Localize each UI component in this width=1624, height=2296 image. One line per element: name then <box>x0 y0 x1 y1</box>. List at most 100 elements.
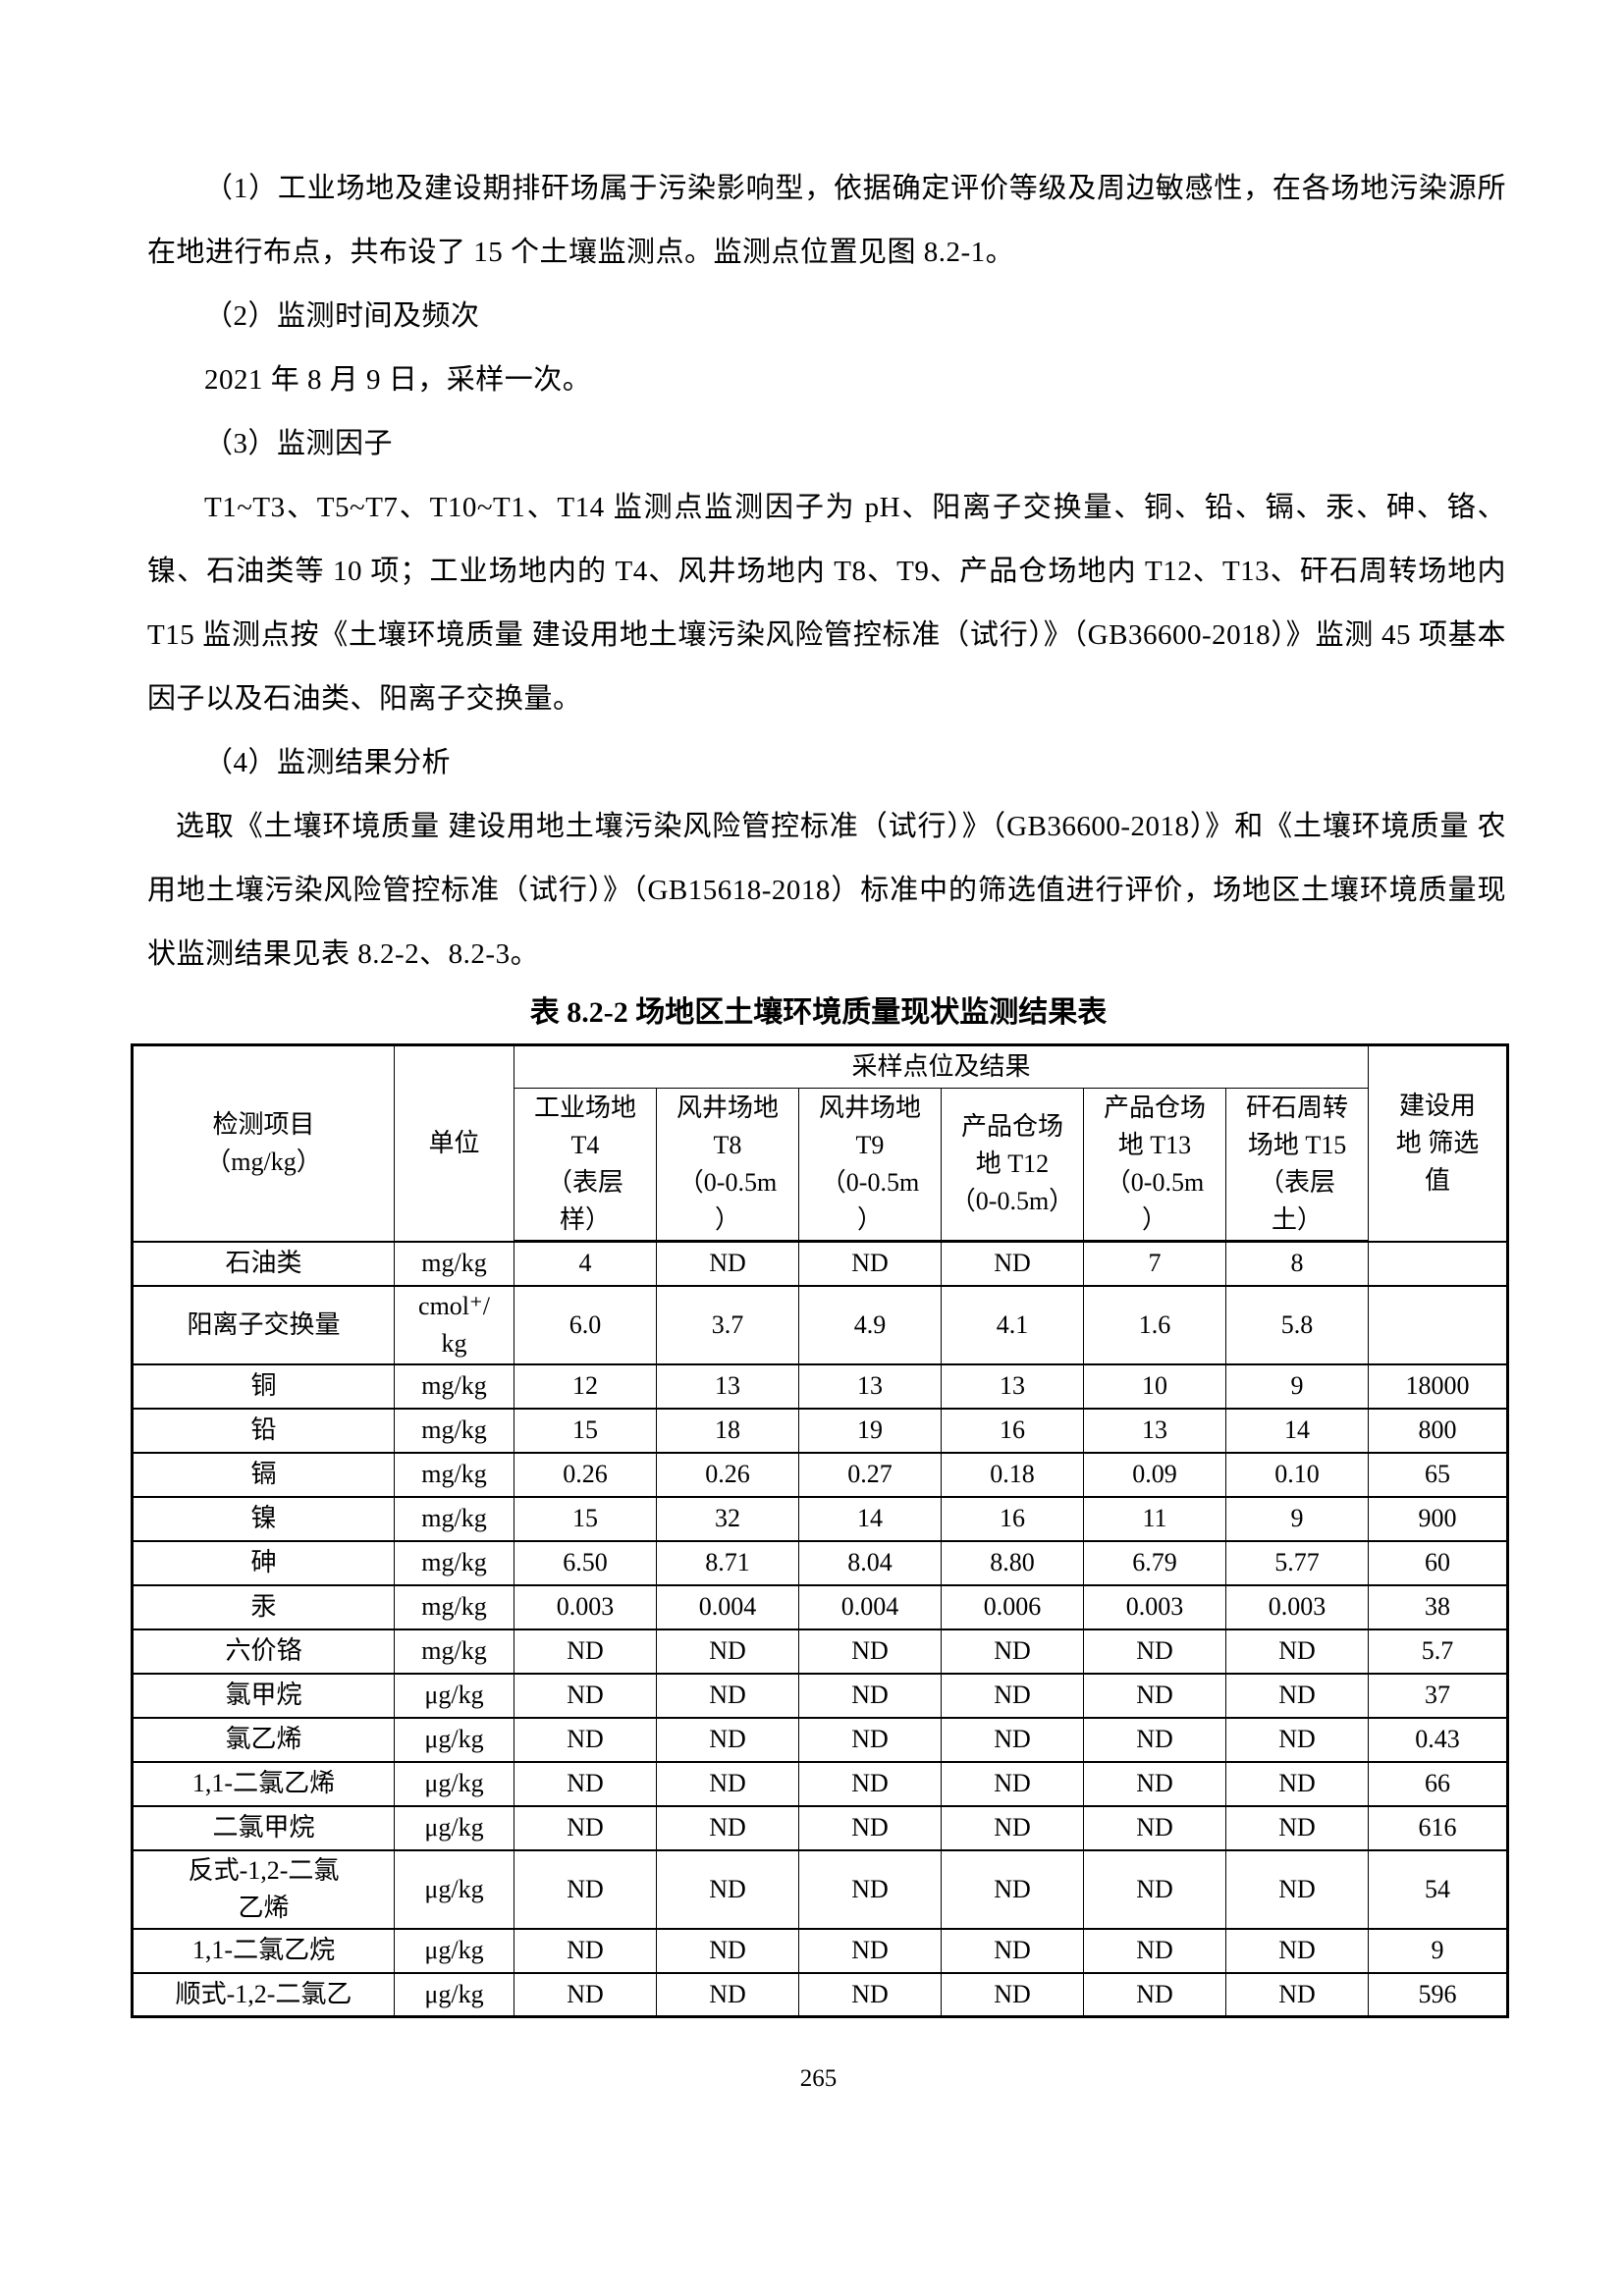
value-cell: 1.6 <box>1083 1284 1226 1365</box>
unit-cell: mg/kg <box>394 1362 514 1410</box>
value-cell: ND <box>941 1848 1084 1930</box>
parameter-name-cell: 铅 <box>132 1407 395 1454</box>
table-body: 石油类 mg/kg 4 ND ND ND 7 8 阳离子交换量 cmol⁺/ kg 6.0 3.7 4.… <box>132 1240 1509 2018</box>
parameter-name-cell: 镉 <box>132 1451 395 1498</box>
value-cell: ND <box>514 1716 657 1763</box>
table-row: 镉 mg/kg 0.26 0.26 0.27 0.18 0.09 0.10 65 <box>132 1451 1509 1498</box>
value-cell: 13 <box>941 1362 1084 1410</box>
parameter-name-cell: 氯乙烯 <box>132 1716 395 1763</box>
value-cell: 13 <box>798 1362 942 1410</box>
value-cell: ND <box>941 1971 1084 2018</box>
screening-value-cell <box>1368 1284 1509 1365</box>
value-cell: ND <box>514 1848 657 1930</box>
paragraph-sampling-date: 2021 年 8 月 9 日，采样一次。 <box>204 364 592 396</box>
value-cell: ND <box>941 1804 1084 1851</box>
value-cell: 3.7 <box>656 1284 799 1365</box>
unit-cell: μg/kg <box>394 1760 514 1807</box>
value-cell: 32 <box>656 1495 799 1542</box>
table-row: 二氯甲烷 μg/kg ND ND ND ND ND ND 616 <box>132 1804 1509 1851</box>
value-cell: 9 <box>1224 1495 1370 1542</box>
value-cell: ND <box>656 1240 799 1287</box>
screening-value-cell: 900 <box>1368 1495 1509 1542</box>
value-cell: ND <box>1083 1628 1226 1675</box>
table-row: 1,1-二氯乙烯 μg/kg ND ND ND ND ND ND 66 <box>132 1760 1509 1807</box>
value-cell: ND <box>1224 1628 1370 1675</box>
value-cell: 8.71 <box>656 1539 799 1586</box>
parameter-name-cell: 1,1-二氯乙烷 <box>132 1927 395 1974</box>
parameter-name-cell: 氯甲烷 <box>132 1672 395 1719</box>
value-cell: 14 <box>1224 1407 1370 1454</box>
table-row: 铅 mg/kg 15 18 19 16 13 14 800 <box>132 1407 1509 1454</box>
unit-cell: μg/kg <box>394 1716 514 1763</box>
unit-cell: μg/kg <box>394 1804 514 1851</box>
screening-value-cell: 18000 <box>1368 1362 1509 1410</box>
value-cell: 15 <box>514 1407 657 1454</box>
value-cell: 6.50 <box>514 1539 657 1586</box>
soil-monitoring-results-table: 检测项目 （mg/kg） 单位 采样点位及结果 建设用 地 筛选 值 工业场地 … <box>131 1043 1510 2018</box>
value-cell: 0.004 <box>656 1583 799 1630</box>
screening-value-cell: 596 <box>1368 1971 1509 2018</box>
screening-value-cell: 800 <box>1368 1407 1509 1454</box>
value-cell: 16 <box>941 1495 1084 1542</box>
value-cell: ND <box>941 1628 1084 1675</box>
value-cell: 11 <box>1083 1495 1226 1542</box>
paragraph-standards: 选取《土壤环境质量 建设用地土壤污染风险管控标准（试行）》（GB36600-20… <box>147 811 1506 970</box>
table-header: 检测项目 （mg/kg） 单位 采样点位及结果 建设用 地 筛选 值 工业场地 … <box>132 1044 1509 1243</box>
value-cell: 0.26 <box>514 1451 657 1498</box>
value-cell: ND <box>1083 1848 1226 1930</box>
value-cell: ND <box>656 1760 799 1807</box>
unit-cell: mg/kg <box>394 1451 514 1498</box>
unit-cell: μg/kg <box>394 1848 514 1930</box>
unit-cell: mg/kg <box>394 1539 514 1586</box>
value-cell: ND <box>1083 1804 1226 1851</box>
table-row: 汞 mg/kg 0.003 0.004 0.004 0.006 0.003 0.003 38 <box>132 1583 1509 1630</box>
value-cell: 4.9 <box>798 1284 942 1365</box>
parameter-name-cell: 石油类 <box>132 1240 395 1287</box>
unit-cell: cmol⁺/ kg <box>394 1284 514 1365</box>
screening-value-cell: 60 <box>1368 1539 1509 1586</box>
header-sampling-group: 采样点位及结果 <box>513 1044 1370 1089</box>
value-cell: ND <box>798 1240 942 1287</box>
paragraph-monitoring-points: （1）工业场地及建设期排矸场属于污染影响型，依据确定评价等级及周边敏感性，在各场… <box>147 173 1506 268</box>
parameter-name-cell: 顺式-1,2-二氯乙 <box>132 1971 395 2018</box>
paragraph-heading-result-analysis: （4）监测结果分析 <box>204 747 452 778</box>
value-cell: ND <box>1083 1971 1226 2018</box>
parameter-name-cell: 六价铬 <box>132 1628 395 1675</box>
table-row: 反式-1,2-二氯 乙烯 μg/kg ND ND ND ND ND ND 54 <box>132 1848 1509 1930</box>
unit-cell: mg/kg <box>394 1583 514 1630</box>
value-cell: ND <box>656 1628 799 1675</box>
value-cell: 13 <box>1083 1407 1226 1454</box>
value-cell: ND <box>1224 1971 1370 2018</box>
header-screening-column: 建设用 地 筛选 值 <box>1368 1044 1509 1242</box>
value-cell: ND <box>656 1971 799 2018</box>
value-cell: ND <box>656 1804 799 1851</box>
value-cell: 9 <box>1224 1362 1370 1410</box>
value-cell: ND <box>941 1927 1084 1974</box>
header-sample-t9: 风井场地 T9 （0-0.5m ） <box>798 1088 942 1243</box>
paragraph-heading-time-frequency: （2）监测时间及频次 <box>204 300 480 332</box>
value-cell: ND <box>798 1971 942 2018</box>
value-cell: ND <box>1083 1672 1226 1719</box>
value-cell: ND <box>798 1848 942 1930</box>
value-cell: 0.10 <box>1224 1451 1370 1498</box>
paragraph-monitoring-factors: T1~T3、T5~T7、T10~T1、T14 监测点监测因子为 pH、阳离子交换… <box>147 492 1506 715</box>
value-cell: ND <box>514 1760 657 1807</box>
unit-cell: mg/kg <box>394 1407 514 1454</box>
parameter-name-cell: 反式-1,2-二氯 乙烯 <box>132 1848 395 1930</box>
value-cell: ND <box>798 1628 942 1675</box>
value-cell: ND <box>1224 1927 1370 1974</box>
table-row: 1,1-二氯乙烷 μg/kg ND ND ND ND ND ND 9 <box>132 1927 1509 1974</box>
screening-value-cell: 65 <box>1368 1451 1509 1498</box>
value-cell: ND <box>656 1716 799 1763</box>
paragraph-heading-monitoring-factors: （3）监测因子 <box>204 428 394 459</box>
parameter-name-cell: 砷 <box>132 1539 395 1586</box>
value-cell: 0.09 <box>1083 1451 1226 1498</box>
value-cell: 0.003 <box>1083 1583 1226 1630</box>
parameter-name-cell: 镍 <box>132 1495 395 1542</box>
value-cell: ND <box>798 1760 942 1807</box>
table-row: 顺式-1,2-二氯乙 μg/kg ND ND ND ND ND ND 596 <box>132 1971 1509 2018</box>
header-item-column: 检测项目 （mg/kg） <box>132 1044 395 1242</box>
value-cell: ND <box>941 1716 1084 1763</box>
table-row: 氯乙烯 μg/kg ND ND ND ND ND ND 0.43 <box>132 1716 1509 1763</box>
table-row: 六价铬 mg/kg ND ND ND ND ND ND 5.7 <box>132 1628 1509 1675</box>
